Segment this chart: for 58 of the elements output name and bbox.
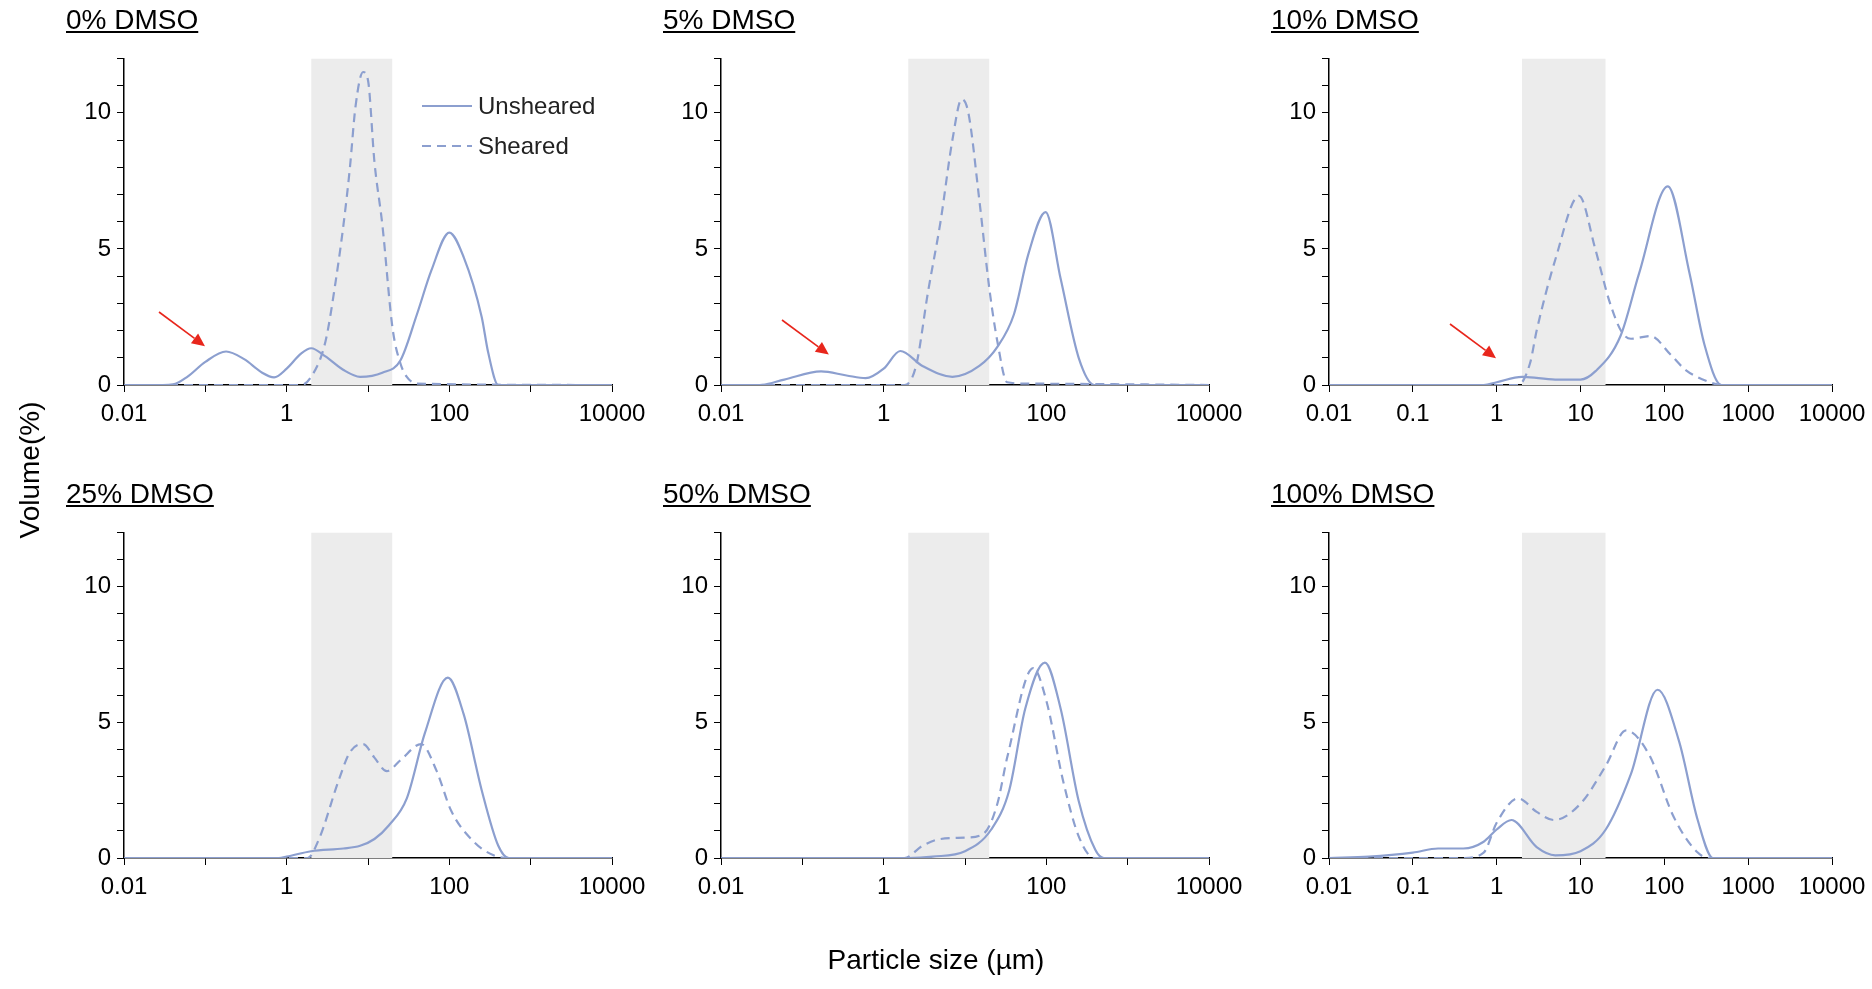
y-tick-label: 10	[681, 97, 708, 125]
x-tick-label: 100	[1026, 872, 1067, 900]
x-tick-label: 0.01	[100, 399, 148, 427]
y-tick-label: 5	[1302, 706, 1316, 734]
y-tick-label: 0	[1302, 842, 1316, 870]
y-tick-label: 0	[97, 369, 111, 397]
legend-label: Sheared	[478, 132, 569, 160]
y-tick-label: 5	[97, 706, 111, 734]
x-tick-label: 100	[1644, 399, 1685, 427]
x-tick-label: 1000	[1721, 399, 1775, 427]
x-tick-label: 100	[429, 399, 470, 427]
y-tick-label: 10	[84, 571, 111, 599]
x-tick-label: 10000	[1175, 872, 1243, 900]
x-tick-label: 10000	[578, 399, 646, 427]
y-tick-label: 5	[97, 233, 111, 261]
y-tick-label: 10	[84, 97, 111, 125]
x-tick-label: 10000	[1175, 399, 1243, 427]
x-tick-label: 1	[1489, 872, 1504, 900]
y-tick-label: 5	[694, 233, 708, 261]
y-tick-label: 5	[1302, 233, 1316, 261]
x-tick-label: 0.1	[1396, 399, 1430, 427]
chart-title: 10% DMSO	[1271, 4, 1419, 36]
x-tick-label: 10000	[1798, 872, 1866, 900]
x-tick-label: 10000	[1798, 399, 1866, 427]
x-tick-label: 100	[429, 872, 470, 900]
x-tick-label: 1000	[1721, 872, 1775, 900]
x-tick-label: 0.01	[100, 872, 148, 900]
x-axis-title: Particle size (µm)	[827, 944, 1045, 976]
x-tick-label: 1	[279, 872, 294, 900]
x-tick-label: 0.01	[697, 399, 745, 427]
chart-title: 5% DMSO	[663, 4, 796, 36]
y-tick-label: 0	[694, 369, 708, 397]
x-tick-label: 10	[1567, 872, 1594, 900]
y-tick-label: 10	[681, 571, 708, 599]
chart-title: 100% DMSO	[1271, 478, 1435, 510]
x-tick-label: 100	[1644, 872, 1685, 900]
x-tick-label: 10	[1567, 399, 1594, 427]
x-tick-label: 1	[876, 399, 891, 427]
chart-title: 0% DMSO	[66, 4, 199, 36]
y-tick-label: 0	[97, 842, 111, 870]
x-tick-label: 1	[279, 399, 294, 427]
x-tick-label: 0.01	[1305, 399, 1353, 427]
x-tick-label: 1	[1489, 399, 1504, 427]
y-tick-label: 0	[1302, 369, 1316, 397]
x-tick-label: 1	[876, 872, 891, 900]
x-tick-label: 0.01	[1305, 872, 1353, 900]
chart-title: 50% DMSO	[663, 478, 811, 510]
y-tick-label: 10	[1289, 571, 1316, 599]
y-tick-label: 10	[1289, 97, 1316, 125]
y-axis-title: Volume(%)	[14, 401, 46, 539]
x-tick-label: 100	[1026, 399, 1067, 427]
x-tick-label: 10000	[578, 872, 646, 900]
y-tick-label: 0	[694, 842, 708, 870]
y-tick-label: 5	[694, 706, 708, 734]
x-tick-label: 0.01	[697, 872, 745, 900]
chart-title: 25% DMSO	[66, 478, 214, 510]
x-tick-label: 0.1	[1396, 872, 1430, 900]
legend-label: Unsheared	[478, 92, 596, 120]
